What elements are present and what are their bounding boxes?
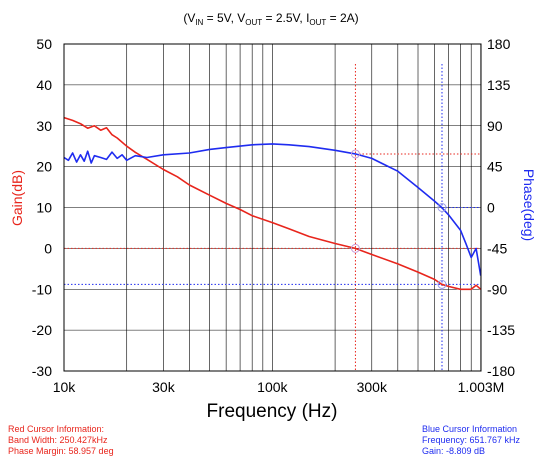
red-cursor-gain-marker xyxy=(350,243,360,253)
grid-lines xyxy=(64,44,482,371)
blue-cursor-gain: Gain: -8.809 dB xyxy=(422,446,486,456)
series-line-gain xyxy=(63,116,482,291)
red-cursor-title: Red Cursor Information: xyxy=(8,424,105,434)
y-left-tick-label: -10 xyxy=(32,281,52,297)
y-left-tick-label: -30 xyxy=(32,363,52,379)
x-tick-label: 300k xyxy=(357,379,388,395)
y-left-tick-label: 0 xyxy=(44,240,52,256)
blue-cursor-info: Blue Cursor Information Frequency: 651.7… xyxy=(422,424,520,457)
y-right-tick-label: 0 xyxy=(487,200,495,216)
x-tick-label: 30k xyxy=(152,379,176,395)
y-right-tick-label: -180 xyxy=(487,363,515,379)
subtitle-vin-val: = 5V, V xyxy=(203,11,245,25)
y-right-tick-label: -135 xyxy=(487,322,515,338)
blue-cursor-phase-marker xyxy=(437,203,447,212)
y-left-tick-label: 50 xyxy=(36,36,52,52)
x-tick-label: 10k xyxy=(53,379,77,395)
red-cursor-info: Red Cursor Information: Band Width: 250.… xyxy=(8,424,114,457)
blue-cursor-gain-marker xyxy=(437,279,447,289)
y-left-tick-label: 20 xyxy=(36,159,52,175)
subtitle-vout-sub: OUT xyxy=(245,18,262,27)
y-right-tick-label: -45 xyxy=(487,240,507,256)
y-left-tick-label: 40 xyxy=(36,77,52,93)
cursor-lines xyxy=(64,64,481,371)
y-axis-right-label: Phase(deg) xyxy=(521,169,537,241)
x-tick-label: 100k xyxy=(257,379,288,395)
subtitle-vout-val: = 2.5V, I xyxy=(262,11,309,25)
plot-frame xyxy=(63,43,482,372)
blue-cursor-frequency: Frequency: 651.767 kHz xyxy=(422,435,521,445)
subtitle-iout-val: = 2A) xyxy=(326,11,358,25)
red-cursor-phase-marker xyxy=(350,149,360,159)
tick-labels: 50 40 30 20 10 0 -10 -20 -30 180 135 90 45 0 -45 -90 -13… xyxy=(32,36,515,395)
blue-cursor-title: Blue Cursor Information xyxy=(422,424,518,434)
y-right-tick-label: 90 xyxy=(487,118,503,134)
data-series xyxy=(63,116,482,291)
y-right-tick-label: 180 xyxy=(487,36,511,52)
y-right-tick-label: 135 xyxy=(487,77,511,93)
y-left-tick-label: -20 xyxy=(32,322,52,338)
y-right-tick-label: -90 xyxy=(487,281,507,297)
y-right-tick-label: 45 xyxy=(487,159,503,175)
subtitle-vin-sub: IN xyxy=(195,18,203,27)
subtitle-iout-sub: OUT xyxy=(309,18,326,27)
x-tick-label: 1.003M xyxy=(458,379,505,395)
y-axis-left-label: Gain(dB) xyxy=(9,170,25,226)
y-left-tick-label: 10 xyxy=(36,200,52,216)
x-axis-label: Frequency (Hz) xyxy=(207,401,338,422)
subtitle-open: (V xyxy=(183,11,195,25)
chart-subtitle: (VIN = 5V, VOUT = 2.5V, IOUT = 2A) xyxy=(183,11,358,27)
red-cursor-phase-margin: Phase Margin: 58.957 deg xyxy=(8,446,114,456)
series-line-phase xyxy=(63,143,482,276)
y-left-tick-label: 30 xyxy=(36,118,52,134)
red-cursor-bandwidth: Band Width: 250.427kHz xyxy=(8,435,108,445)
